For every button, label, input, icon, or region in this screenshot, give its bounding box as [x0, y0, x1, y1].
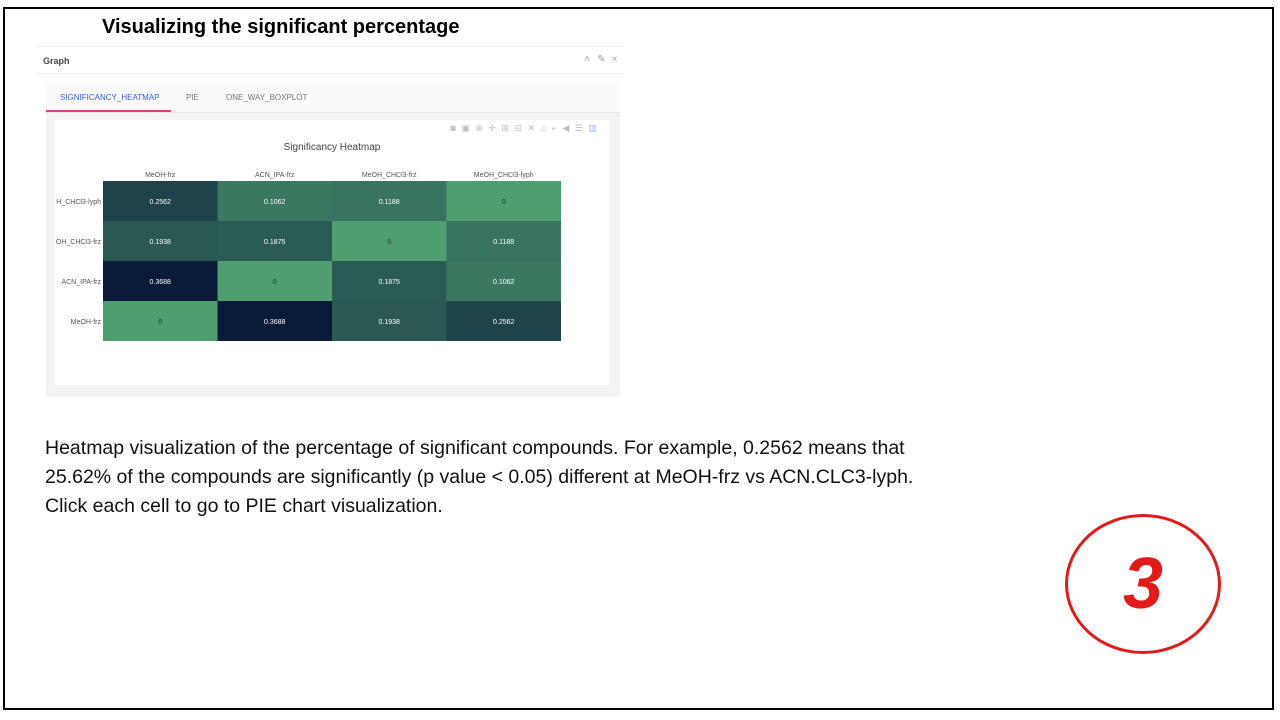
- x-tick-label: MeOH-frz: [145, 172, 176, 179]
- heatmap-svg: 0.2562 0.1062 0.1188 0 0.1938 0.1875 0 0.1188 0.…: [56, 172, 562, 341]
- caption: Heatmap visualization of the percentage …: [45, 434, 1035, 521]
- heatmap-cell-label: 0.2562: [150, 199, 172, 206]
- active-tab-indicator: [46, 110, 171, 112]
- y-tick-label: OH_CHCl3-frz: [56, 239, 102, 246]
- heatmap-cell[interactable]: [217, 261, 333, 301]
- home-icon[interactable]: ⌂: [540, 123, 547, 133]
- tab-one-way-boxplot[interactable]: ONE_WAY_BOXPLOT: [226, 93, 308, 102]
- heatmap-cell[interactable]: [446, 221, 562, 261]
- spike-icon[interactable]: ⌐: [551, 123, 557, 133]
- y-tick-label: H_CHCl3-lyph: [56, 199, 101, 206]
- heatmap-cell[interactable]: [217, 221, 333, 261]
- heatmap-cell[interactable]: [332, 301, 447, 341]
- autoscale-icon[interactable]: ✕: [527, 123, 536, 133]
- step-number-badge: 3: [1065, 514, 1221, 654]
- chart-title: Significancy Heatmap: [283, 142, 381, 153]
- tab-significancy-heatmap[interactable]: SIGNIFICANCY_HEATMAP: [60, 93, 160, 102]
- graph-panel: Graph ˄ ✎ × SIGNIFICANCY_HEATMAP PIE ONE…: [36, 46, 624, 398]
- heatmap-cell[interactable]: [103, 261, 218, 301]
- heatmap-cell-label: 0.1938: [379, 319, 401, 326]
- heatmap-cell[interactable]: [103, 181, 218, 221]
- heatmap-cell[interactable]: [446, 301, 562, 341]
- heatmap-cell[interactable]: [446, 181, 562, 221]
- heatmap-cell-label: 0.1875: [264, 239, 286, 246]
- hover-compare-icon[interactable]: ☰: [574, 123, 583, 133]
- panel-header: Graph ˄ ✎ ×: [36, 46, 624, 74]
- heatmap-cell[interactable]: [332, 261, 447, 301]
- heatmap-cell[interactable]: [332, 221, 447, 261]
- plotly-logo-icon[interactable]: ▥: [588, 123, 597, 133]
- plot-canvas: ◙ ▣ ⊕ ✛ ⊞ ⊟ ✕ ⌂ ⌐ ◀ ☰ ▥ Significancy Hea…: [55, 120, 609, 385]
- x-tick-label: ACN_IPA-frz: [255, 172, 295, 179]
- heatmap-cell-label: 0.1062: [493, 279, 515, 286]
- heatmap-cell-label: 0.1188: [493, 239, 514, 246]
- caption-line: 25.62% of the compounds are significantl…: [45, 466, 914, 488]
- slide-title: Visualizing the significant percentage: [102, 16, 460, 38]
- step-number: 3: [1122, 544, 1164, 624]
- heatmap-cell[interactable]: [446, 261, 562, 301]
- modebar: ◙ ▣ ⊕ ✛ ⊞ ⊟ ✕ ⌂ ⌐ ◀ ☰ ▥: [447, 123, 597, 134]
- heatmap-cell[interactable]: [217, 301, 333, 341]
- y-tick-label: ACN_IPA-frz: [61, 279, 101, 286]
- heatmap-cell[interactable]: [103, 221, 218, 261]
- chevron-up-icon[interactable]: ˄: [584, 54, 592, 65]
- wrench-icon[interactable]: ✎: [597, 54, 608, 65]
- save-icon[interactable]: ▣: [461, 123, 470, 133]
- zoom-in-icon[interactable]: ⊞: [501, 123, 510, 133]
- y-tick-label: MeOH-frz: [71, 319, 102, 326]
- heatmap-cell-label: 0.2562: [493, 319, 515, 326]
- zoom-icon[interactable]: ⊕: [475, 123, 483, 133]
- plot-area: ◙ ▣ ⊕ ✛ ⊞ ⊟ ✕ ⌂ ⌐ ◀ ☰ ▥ Significancy Hea…: [46, 113, 620, 397]
- zoom-out-icon[interactable]: ⊟: [514, 123, 523, 133]
- hover-closest-icon[interactable]: ◀: [562, 123, 570, 133]
- heatmap-cell-label: 0: [158, 319, 162, 326]
- x-tick-label: MeOH_CHCl3-lyph: [474, 172, 534, 179]
- heatmap-cell[interactable]: [217, 181, 333, 221]
- heatmap-cell-label: 0.1188: [379, 199, 400, 206]
- caption-line: Click each cell to go to PIE chart visua…: [45, 495, 443, 517]
- close-icon[interactable]: ×: [611, 54, 620, 65]
- tab-strip: SIGNIFICANCY_HEATMAP PIE ONE_WAY_BOXPLOT: [46, 82, 620, 113]
- panel-title: Graph: [43, 56, 70, 66]
- pan-icon[interactable]: ✛: [488, 123, 497, 133]
- heatmap-cell-label: 0.1062: [264, 199, 286, 206]
- panel-controls: ˄ ✎ ×: [583, 54, 620, 65]
- heatmap-cell[interactable]: [103, 301, 218, 341]
- heatmap-cell-label: 0.1938: [150, 239, 172, 246]
- heatmap-cell-label: 0.1875: [379, 279, 401, 286]
- caption-line: Heatmap visualization of the percentage …: [45, 437, 905, 459]
- heatmap-cell-label: 0: [502, 199, 506, 206]
- heatmap-cell-label: 0.3688: [150, 279, 172, 286]
- tab-pie[interactable]: PIE: [186, 93, 199, 102]
- heatmap-cell-label: 0: [387, 239, 391, 246]
- heatmap-cell[interactable]: [332, 181, 447, 221]
- heatmap-cell-label: 0.3688: [264, 319, 286, 326]
- heatmap-cell-label: 0: [273, 279, 277, 286]
- camera-icon[interactable]: ◙: [450, 123, 456, 133]
- x-tick-label: MeOH_CHCl3-frz: [362, 172, 417, 179]
